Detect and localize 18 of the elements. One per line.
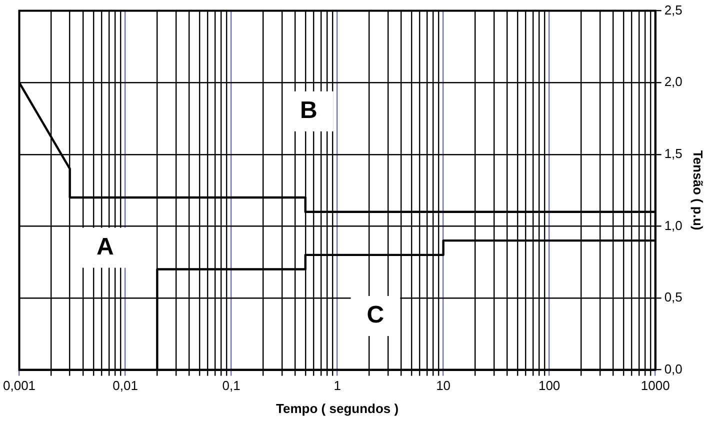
x-tick-label: 0,001 <box>2 378 36 394</box>
y-axis-title: Tensão ( p.u) <box>690 150 706 230</box>
annotation: B <box>300 96 318 124</box>
x-tick-label: 1 <box>334 378 341 394</box>
x-tick-label: 100 <box>538 378 560 394</box>
y-tick-label: 0,0 <box>664 361 682 376</box>
x-axis-title: Tempo ( segundos ) <box>276 400 399 416</box>
y-tick-label: 1,0 <box>664 218 682 233</box>
x-tick-label: 1000 <box>640 378 670 394</box>
x-tick-label: 0,01 <box>112 378 138 394</box>
y-tick-label: 2,5 <box>664 2 682 18</box>
y-tick-label: 1,5 <box>664 146 682 161</box>
annotation: A <box>96 233 114 260</box>
x-tick-label: 0,1 <box>222 378 240 394</box>
y-tick-label: 2,0 <box>664 74 682 90</box>
annotation: C <box>366 302 384 329</box>
x-tick-label: 10 <box>436 378 451 394</box>
y-tick-label: 0,5 <box>664 290 682 305</box>
